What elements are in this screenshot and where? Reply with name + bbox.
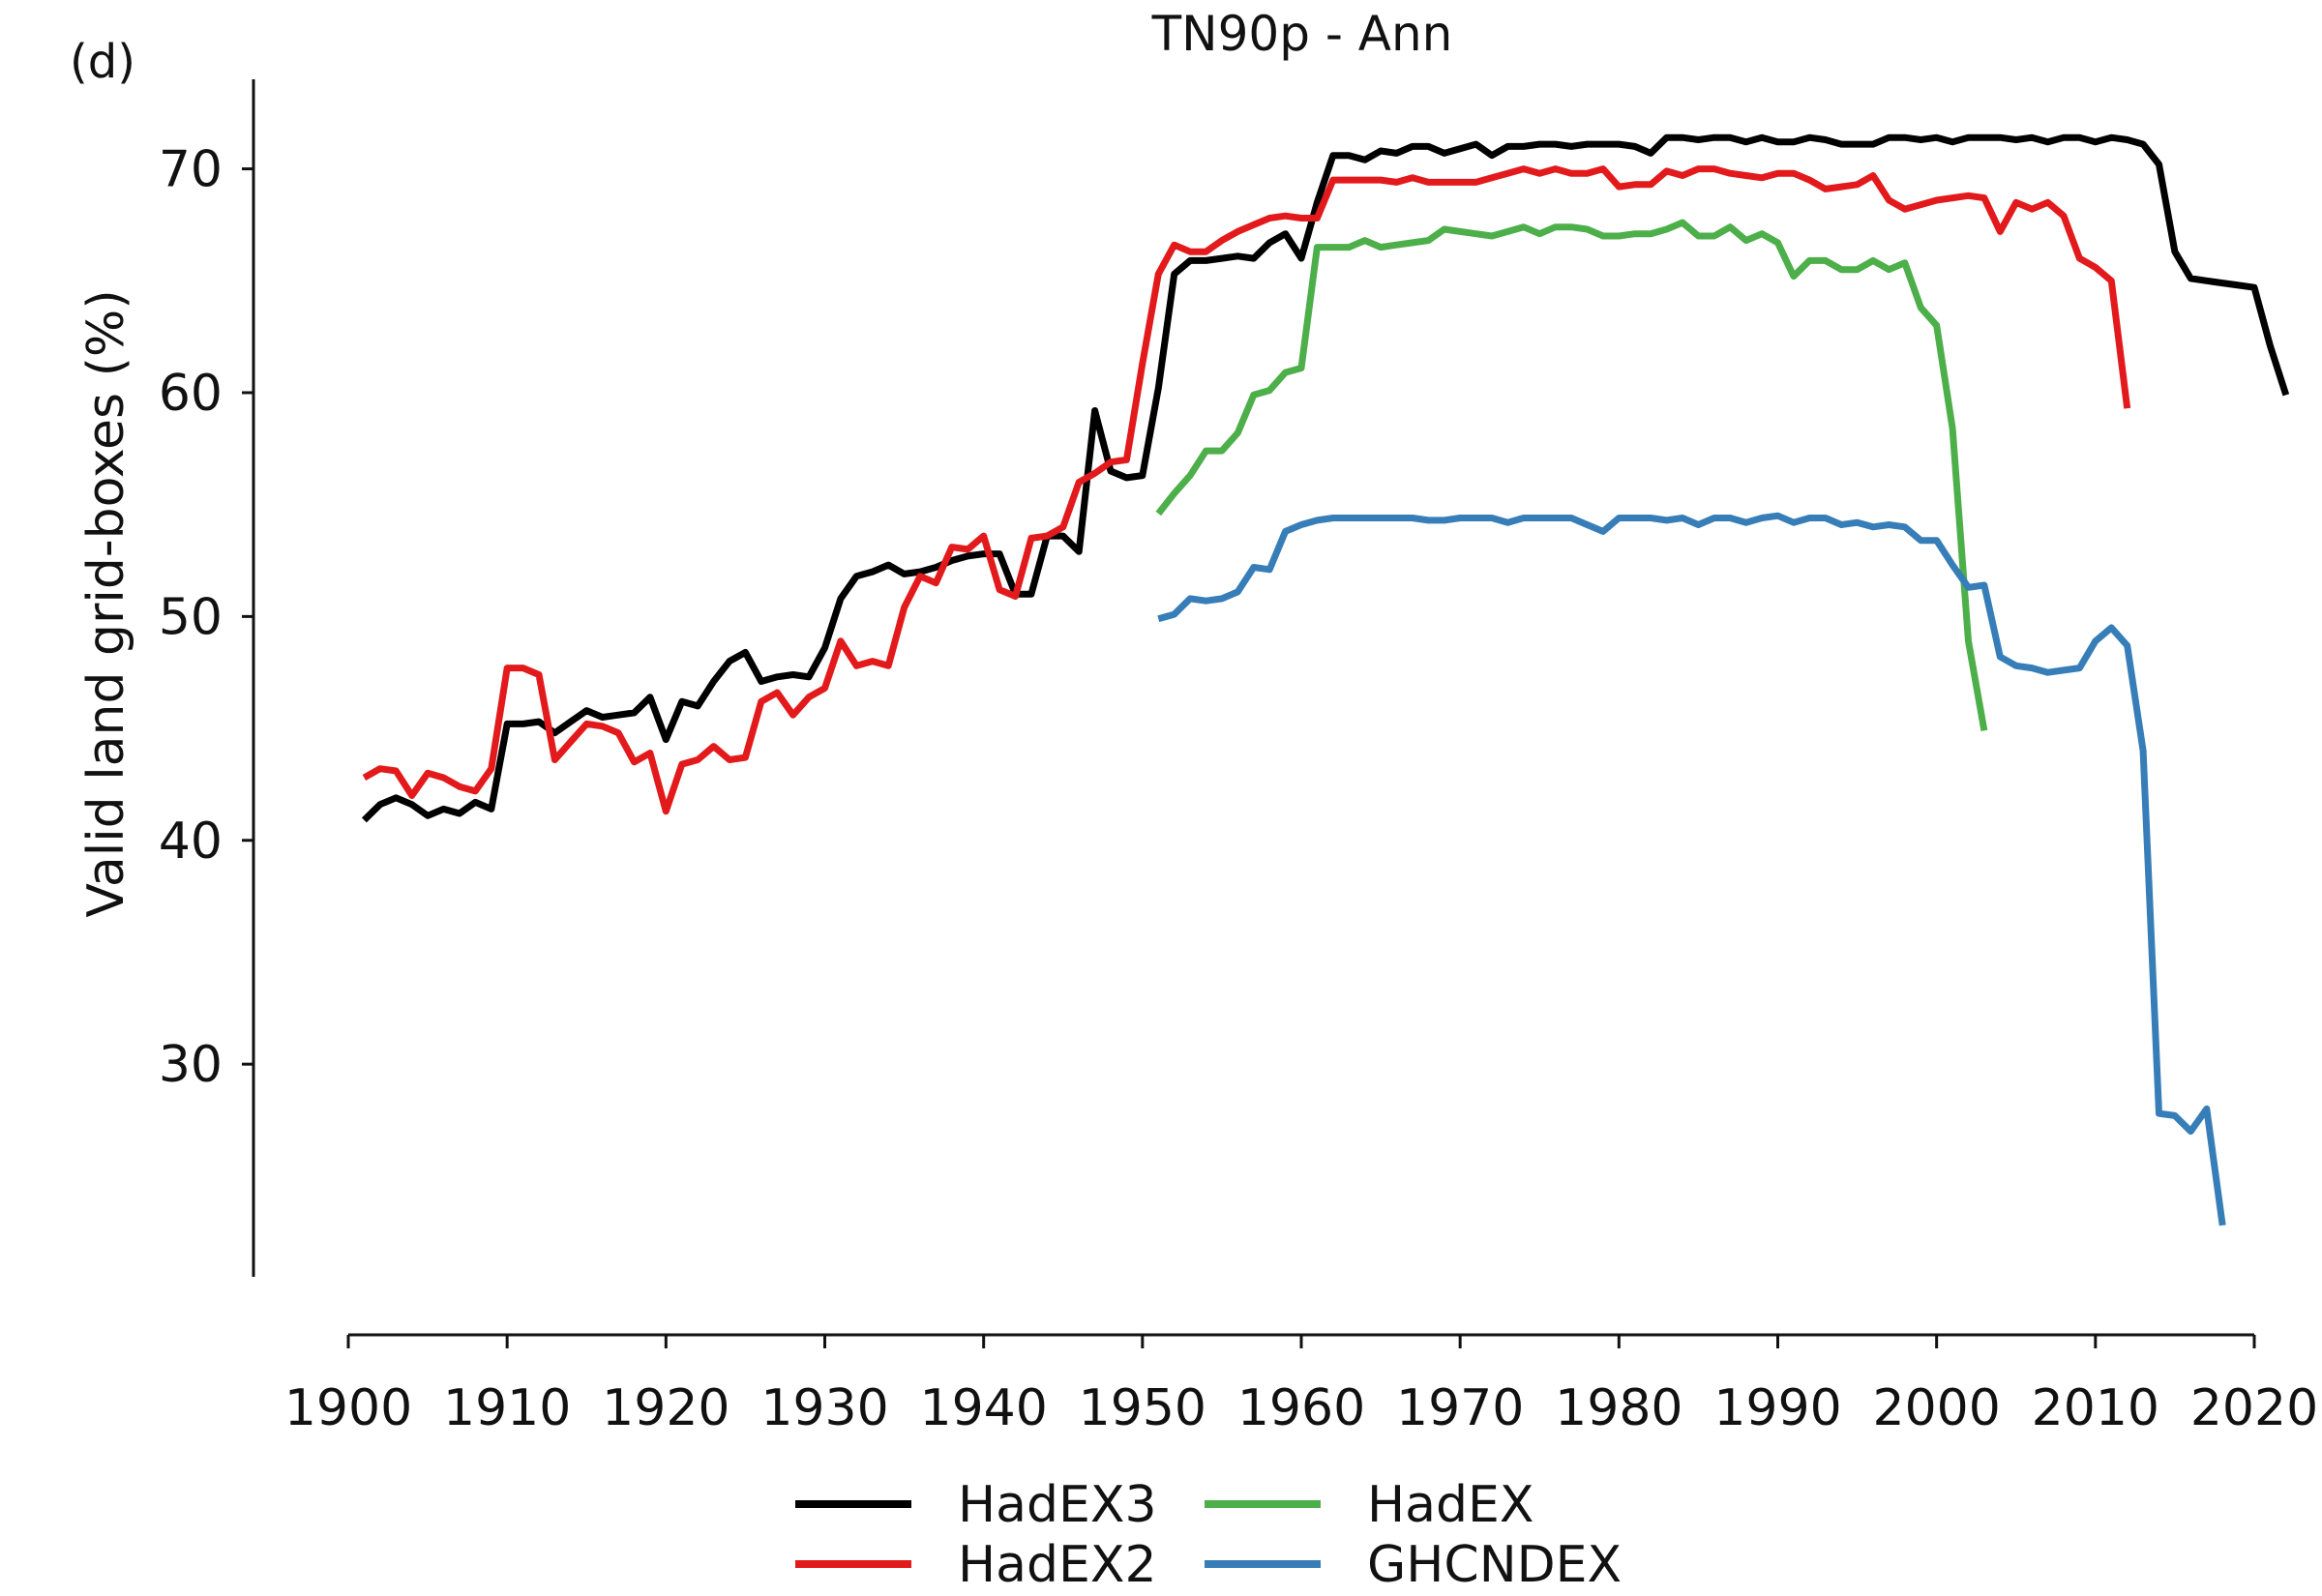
y-tick-label-50: 50 (159, 588, 223, 646)
x-tick-label-1960: 1960 (1237, 1379, 1365, 1437)
y-axis-title: Valid land grid-boxes (%) (77, 289, 135, 917)
x-tick-label-1930: 1930 (760, 1379, 888, 1437)
x-tick-label-1970: 1970 (1396, 1379, 1524, 1437)
x-tick-label-2000: 2000 (1872, 1379, 2000, 1437)
legend-label-ghcndex: GHCNDEX (1367, 1536, 1622, 1594)
series-line-hadex (1155, 219, 1988, 732)
series-line-hadex2 (362, 165, 2131, 815)
legend-label-hadex3: HadEX3 (958, 1476, 1157, 1534)
y-tick-label-40: 40 (159, 813, 223, 871)
series-layer (361, 133, 2290, 1227)
y-ticks: 30 40 50 60 70 (159, 141, 253, 1094)
x-tick-label-1980: 1980 (1555, 1379, 1682, 1437)
x-tick-label-1940: 1940 (919, 1379, 1047, 1437)
y-tick-label-70: 70 (159, 141, 223, 199)
x-tick-label-1950: 1950 (1079, 1379, 1206, 1437)
series-line-hadex3 (361, 133, 2290, 823)
panel-label: (d) (70, 35, 135, 89)
x-tick-label-1910: 1910 (443, 1379, 571, 1437)
x-tick-label-1920: 1920 (602, 1379, 729, 1437)
legend-label-hadex2: HadEX2 (958, 1536, 1157, 1594)
x-tick-label-2020: 2020 (2190, 1379, 2318, 1437)
x-tick-label-2010: 2010 (2032, 1379, 2159, 1437)
chart-title: TN90p - Ann (1151, 6, 1453, 62)
y-tick-label-60: 60 (159, 365, 223, 423)
x-ticks: 1900 1910 1920 1930 1940 1950 1960 1970 1980 1990… (284, 1335, 2318, 1437)
y-tick-label-30: 30 (159, 1036, 223, 1094)
legend-label-hadex: HadEX (1367, 1476, 1533, 1534)
x-tick-label-1900: 1900 (284, 1379, 412, 1437)
legend: HadEX3 HadEX2 HadEX GHCNDEX (795, 1476, 1622, 1594)
series-line-ghcndex (1157, 512, 2226, 1227)
x-tick-label-1990: 1990 (1713, 1379, 1841, 1437)
